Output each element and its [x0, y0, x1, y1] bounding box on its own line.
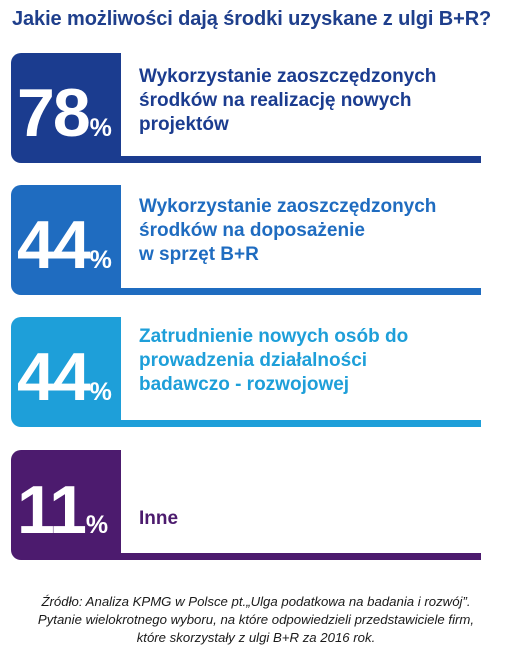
bar-underline — [121, 156, 481, 163]
bar-value-box: 44% — [11, 317, 121, 427]
bar-value-box: 44% — [11, 185, 121, 295]
bar-row: 11% Inne — [11, 450, 481, 560]
percent-value: 11% — [17, 476, 108, 544]
bar-underline — [121, 420, 481, 427]
category-label: Wykorzystanie zaoszczędzonych środków na… — [139, 196, 437, 266]
category-label: Wykorzystanie zaoszczędzonych środków na… — [139, 66, 437, 136]
percent-sign: % — [89, 378, 112, 406]
percent-value: 78% — [17, 79, 112, 147]
bar-value-box: 11% — [11, 450, 121, 560]
percent-number: 44 — [17, 207, 91, 283]
percent-sign: % — [89, 246, 112, 274]
percent-number: 78 — [17, 75, 91, 151]
bar-row: 78% Wykorzystanie zaoszczędzonych środków… — [11, 53, 481, 163]
percent-number: 11 — [17, 472, 87, 548]
percent-value: 44% — [17, 211, 112, 279]
category-label: Inne — [139, 508, 179, 529]
percent-value: 44% — [17, 343, 112, 411]
percent-sign: % — [89, 114, 112, 142]
percent-sign: % — [85, 511, 109, 539]
chart-title: Jakie możliwości dają środki uzyskane z … — [12, 8, 492, 30]
bar-row: 44% Zatrudnienie nowych osób do prowadzen… — [11, 317, 481, 427]
percent-number: 44 — [17, 339, 91, 415]
bar-value-box: 78% — [11, 53, 121, 163]
bar-row: 44% Wykorzystanie zaoszczędzonych środków… — [11, 185, 481, 295]
source-footnote: Źródło: Analiza KPMG w Polsce pt.„Ulga p… — [37, 594, 475, 646]
bar-underline — [121, 288, 481, 295]
bar-underline — [121, 553, 481, 560]
category-label: Zatrudnienie nowych osób do prowadzenia … — [139, 326, 409, 396]
